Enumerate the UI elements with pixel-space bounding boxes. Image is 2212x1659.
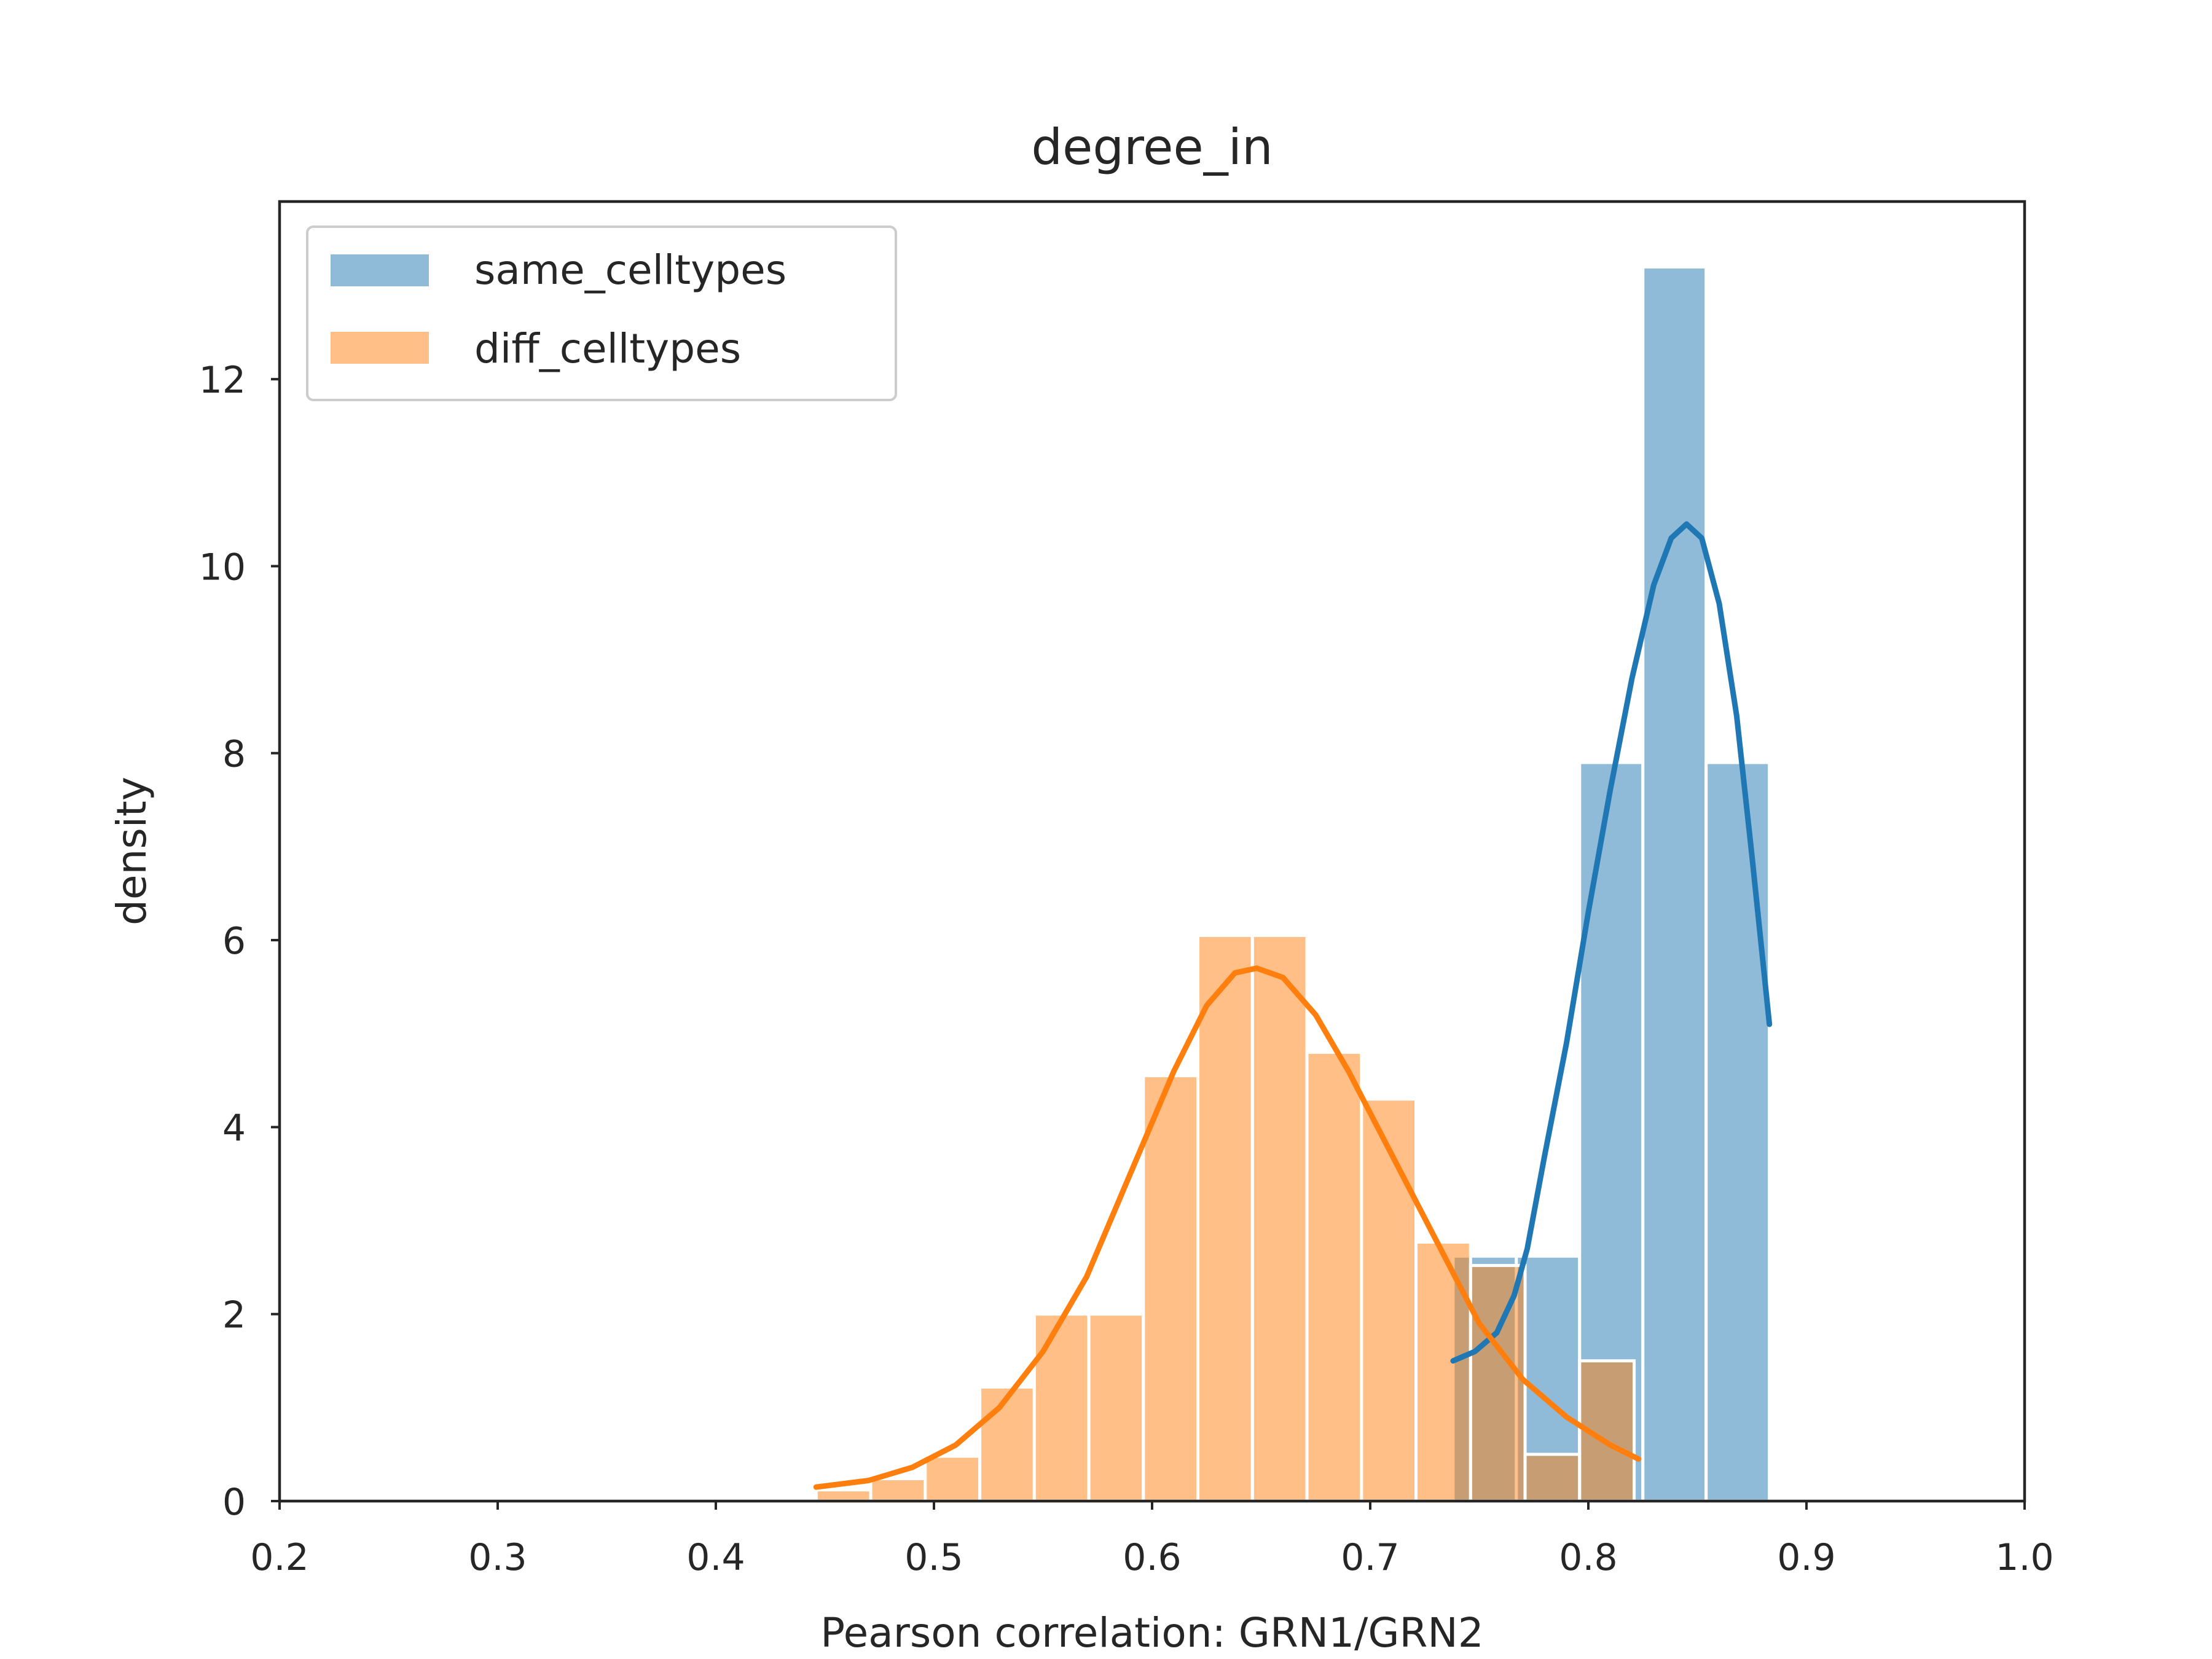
bar-same-celltypes-4 [1704,761,1771,1503]
x-tick-label-2: 0.4 [686,1536,745,1579]
x-tick-label-1: 0.3 [468,1536,527,1579]
bar-same-celltypes-3 [1641,265,1708,1503]
legend-label-diff-celltypes: diff_celltypes [474,325,741,372]
bar-diff-celltypes-7 [1196,933,1254,1503]
y-tick-label-5: 10 [199,546,246,589]
bar-diff-celltypes-13 [1523,1453,1582,1503]
legend-box [306,226,897,401]
x-tick-label-3: 0.5 [904,1536,963,1579]
legend-label-same-celltypes: same_celltypes [474,246,786,294]
kde-line-diff-celltypes [813,965,1642,1490]
bar-diff-celltypes-12 [1469,1264,1527,1503]
bar-diff-celltypes-0 [814,1488,873,1503]
y-tick-label-2: 4 [222,1107,246,1150]
chart-title: degree_in [1031,119,1273,176]
x-tick-label-7: 0.9 [1777,1536,1835,1579]
y-tick-label-4: 8 [222,733,246,776]
legend-swatch-diff-celltypes [331,332,429,364]
bar-diff-celltypes-8 [1250,933,1309,1503]
y-tick-label-6: 12 [199,359,246,402]
bar-diff-celltypes-4 [1032,1312,1091,1503]
y-axis-ticks: 0 2 4 6 8 10 12 [199,359,280,1524]
x-tick-label-6: 0.8 [1559,1536,1617,1579]
x-tick-label-8: 1.0 [1995,1536,2053,1579]
bar-diff-celltypes-9 [1305,1051,1363,1503]
x-tick-label-0: 0.2 [250,1536,308,1579]
bar-diff-celltypes-2 [924,1454,982,1503]
y-axis-label: density [108,777,155,925]
x-tick-label-4: 0.6 [1123,1536,1181,1579]
y-tick-label-3: 6 [222,920,246,963]
y-tick-label-0: 0 [222,1481,246,1524]
bars-layer [814,265,1771,1503]
kde-layer [813,521,1773,1490]
y-tick-label-1: 2 [222,1294,246,1337]
x-tick-label-5: 0.7 [1341,1536,1399,1579]
bar-diff-celltypes-1 [869,1477,927,1503]
bar-diff-celltypes-6 [1142,1074,1200,1503]
bar-diff-celltypes-3 [978,1385,1036,1503]
x-axis-label: Pearson correlation: GRN1/GRN2 [820,1609,1484,1657]
kde-line-same-celltypes [1450,521,1773,1364]
bar-diff-celltypes-11 [1414,1241,1472,1503]
bar-diff-celltypes-5 [1087,1312,1145,1503]
legend-swatch-same-celltypes [331,254,429,286]
legend: same_celltypes diff_celltypes [306,226,897,401]
bar-diff-celltypes-10 [1360,1097,1418,1503]
x-axis-ticks: 0.2 0.3 0.4 0.5 0.6 0.7 0.8 0.9 1.0 [250,1501,2054,1579]
